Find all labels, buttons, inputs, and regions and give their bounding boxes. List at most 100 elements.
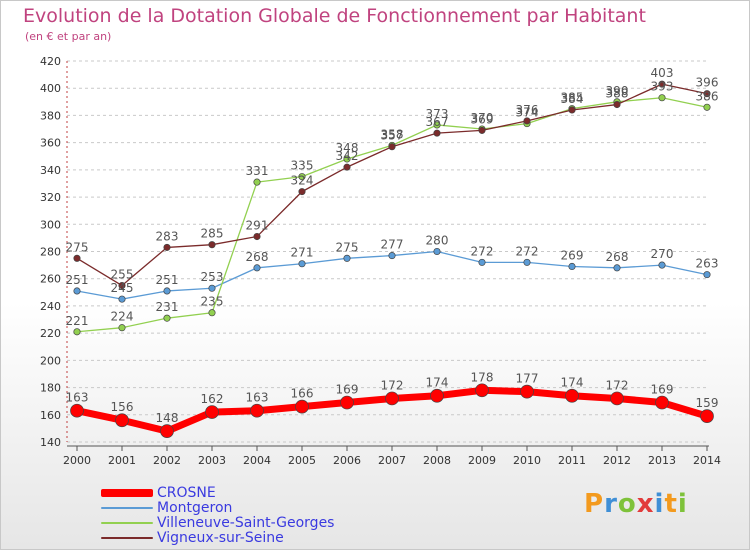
data-point bbox=[565, 388, 579, 403]
y-tick-label: 320 bbox=[40, 191, 61, 204]
data-point bbox=[73, 254, 81, 262]
chart-title: Evolution de la Dotation Globale de Fonc… bbox=[23, 5, 646, 27]
data-point bbox=[253, 232, 261, 241]
data-label: 277 bbox=[381, 238, 404, 252]
data-point bbox=[118, 281, 126, 290]
data-point bbox=[163, 314, 171, 322]
data-point bbox=[343, 155, 351, 163]
data-label: 275 bbox=[66, 240, 89, 254]
data-label: 390 bbox=[606, 84, 629, 98]
y-tick-label: 400 bbox=[40, 82, 61, 95]
data-point bbox=[703, 271, 711, 279]
data-label: 169 bbox=[336, 383, 359, 397]
data-label: 357 bbox=[381, 129, 404, 143]
data-label: 255 bbox=[111, 268, 134, 282]
data-point bbox=[250, 403, 264, 418]
data-point bbox=[388, 143, 396, 151]
data-label: 275 bbox=[336, 240, 359, 254]
data-point bbox=[73, 328, 81, 336]
y-tick-label: 300 bbox=[40, 218, 61, 231]
data-label: 285 bbox=[201, 227, 224, 241]
x-tick-label: 2004 bbox=[243, 454, 271, 467]
data-label: 358 bbox=[381, 127, 404, 141]
data-label: 174 bbox=[426, 376, 449, 390]
data-point bbox=[658, 80, 666, 88]
y-tick-label: 220 bbox=[40, 327, 61, 340]
data-point bbox=[205, 405, 219, 419]
data-label: 335 bbox=[291, 159, 314, 173]
x-tick-label: 2009 bbox=[468, 454, 496, 467]
data-point bbox=[658, 261, 666, 269]
data-label: 268 bbox=[246, 250, 269, 264]
data-point bbox=[163, 287, 171, 295]
data-point bbox=[163, 243, 171, 251]
data-label: 263 bbox=[696, 257, 719, 271]
data-point bbox=[568, 262, 576, 271]
data-label: 370 bbox=[471, 111, 494, 125]
data-label: 159 bbox=[696, 396, 719, 410]
data-point bbox=[253, 178, 261, 186]
data-labels: 163 156 148 162 163 166 169 172 174 178 177 174 172 1… bbox=[66, 66, 719, 425]
y-tick-label: 200 bbox=[40, 354, 61, 367]
data-label: 169 bbox=[651, 383, 674, 397]
data-label: 342 bbox=[336, 149, 359, 163]
data-label: 348 bbox=[336, 141, 359, 155]
data-label: 393 bbox=[651, 80, 674, 94]
data-label: 156 bbox=[111, 400, 134, 414]
legend-swatch bbox=[101, 489, 153, 497]
x-tick-label: 2002 bbox=[153, 454, 181, 467]
data-point bbox=[208, 309, 216, 317]
data-label: 376 bbox=[516, 103, 539, 117]
data-label: 403 bbox=[651, 66, 674, 80]
legend-label: CROSNE bbox=[157, 485, 216, 501]
x-tick-label: 2014 bbox=[693, 454, 721, 467]
legend-item: Montgeron bbox=[101, 500, 232, 516]
x-tick-label: 2003 bbox=[198, 454, 226, 467]
chart-subtitle: (en € et par an) bbox=[25, 30, 112, 43]
x-tick-label: 2010 bbox=[513, 454, 541, 467]
legend-item: Villeneuve-Saint-Georges bbox=[101, 515, 334, 531]
data-label: 253 bbox=[201, 270, 224, 284]
data-point bbox=[73, 287, 81, 295]
data-label: 272 bbox=[471, 244, 494, 258]
data-point bbox=[70, 403, 84, 418]
data-label: 251 bbox=[156, 273, 179, 287]
y-tick-label: 360 bbox=[40, 137, 61, 150]
data-label: 174 bbox=[561, 376, 584, 390]
data-label: 270 bbox=[651, 247, 674, 261]
data-label: 367 bbox=[426, 115, 449, 129]
x-tick-label: 2007 bbox=[378, 454, 406, 467]
data-point bbox=[433, 129, 441, 137]
y-tick-label: 380 bbox=[40, 109, 61, 122]
data-label: 231 bbox=[156, 300, 179, 314]
data-label: 269 bbox=[561, 248, 584, 262]
data-point bbox=[568, 106, 576, 114]
data-point bbox=[343, 254, 351, 262]
data-point bbox=[655, 395, 669, 410]
data-point bbox=[523, 117, 531, 125]
data-point bbox=[703, 103, 711, 111]
data-point bbox=[433, 247, 441, 256]
legend-item: Vigneux-sur-Seine bbox=[101, 530, 284, 546]
data-point bbox=[520, 384, 534, 399]
y-tick-label: 240 bbox=[40, 300, 61, 313]
data-label: 224 bbox=[111, 310, 134, 324]
data-label: 280 bbox=[426, 234, 449, 248]
data-label: 331 bbox=[246, 164, 269, 178]
data-label: 384 bbox=[561, 92, 584, 106]
data-label: 324 bbox=[291, 174, 314, 188]
x-tick-label: 2011 bbox=[558, 454, 586, 467]
data-point bbox=[160, 424, 174, 438]
data-point bbox=[298, 173, 306, 181]
data-label: 163 bbox=[66, 391, 89, 405]
legend-swatch bbox=[101, 537, 153, 539]
legend-label: Villeneuve-Saint-Georges bbox=[157, 515, 335, 531]
x-tick-label: 2000 bbox=[63, 454, 91, 467]
data-label: 388 bbox=[606, 87, 629, 101]
data-label: 271 bbox=[291, 246, 314, 260]
data-label: 373 bbox=[426, 107, 449, 121]
data-label: 369 bbox=[471, 112, 494, 126]
data-label: 272 bbox=[516, 244, 539, 258]
